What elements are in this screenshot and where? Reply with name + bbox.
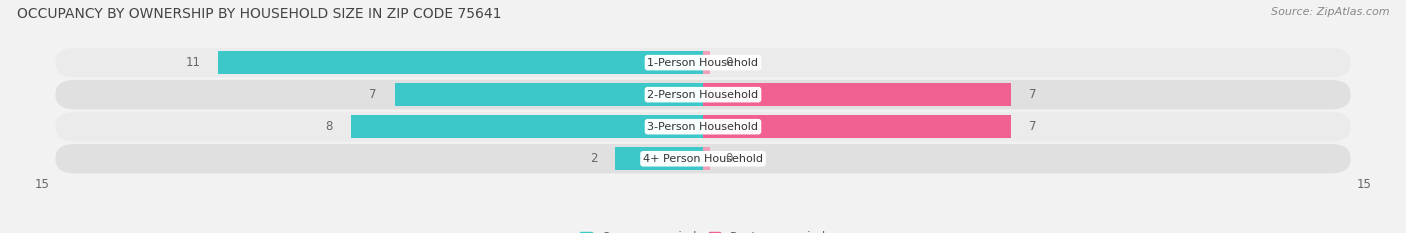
Bar <box>350 115 703 138</box>
Text: 2: 2 <box>589 152 598 165</box>
Text: 11: 11 <box>186 56 201 69</box>
Text: 8: 8 <box>326 120 333 133</box>
FancyBboxPatch shape <box>55 48 1351 77</box>
Text: 3-Person Household: 3-Person Household <box>648 122 758 132</box>
Text: 7: 7 <box>1029 88 1036 101</box>
Text: 4+ Person Household: 4+ Person Household <box>643 154 763 164</box>
Bar <box>218 51 703 74</box>
Legend: Owner-occupied, Renter-occupied: Owner-occupied, Renter-occupied <box>575 226 831 233</box>
Text: 2-Person Household: 2-Person Household <box>647 90 759 100</box>
Text: 0: 0 <box>725 56 733 69</box>
Text: OCCUPANCY BY OWNERSHIP BY HOUSEHOLD SIZE IN ZIP CODE 75641: OCCUPANCY BY OWNERSHIP BY HOUSEHOLD SIZE… <box>17 7 502 21</box>
Bar <box>614 147 703 170</box>
Bar <box>703 147 710 170</box>
FancyBboxPatch shape <box>55 80 1351 109</box>
Text: Source: ZipAtlas.com: Source: ZipAtlas.com <box>1271 7 1389 17</box>
Bar <box>703 51 710 74</box>
Text: 7: 7 <box>1029 120 1036 133</box>
FancyBboxPatch shape <box>55 112 1351 141</box>
Bar <box>703 83 1011 106</box>
Text: 1-Person Household: 1-Person Household <box>648 58 758 68</box>
Bar <box>395 83 703 106</box>
FancyBboxPatch shape <box>55 144 1351 173</box>
Text: 7: 7 <box>370 88 377 101</box>
Text: 0: 0 <box>725 152 733 165</box>
Bar <box>703 115 1011 138</box>
